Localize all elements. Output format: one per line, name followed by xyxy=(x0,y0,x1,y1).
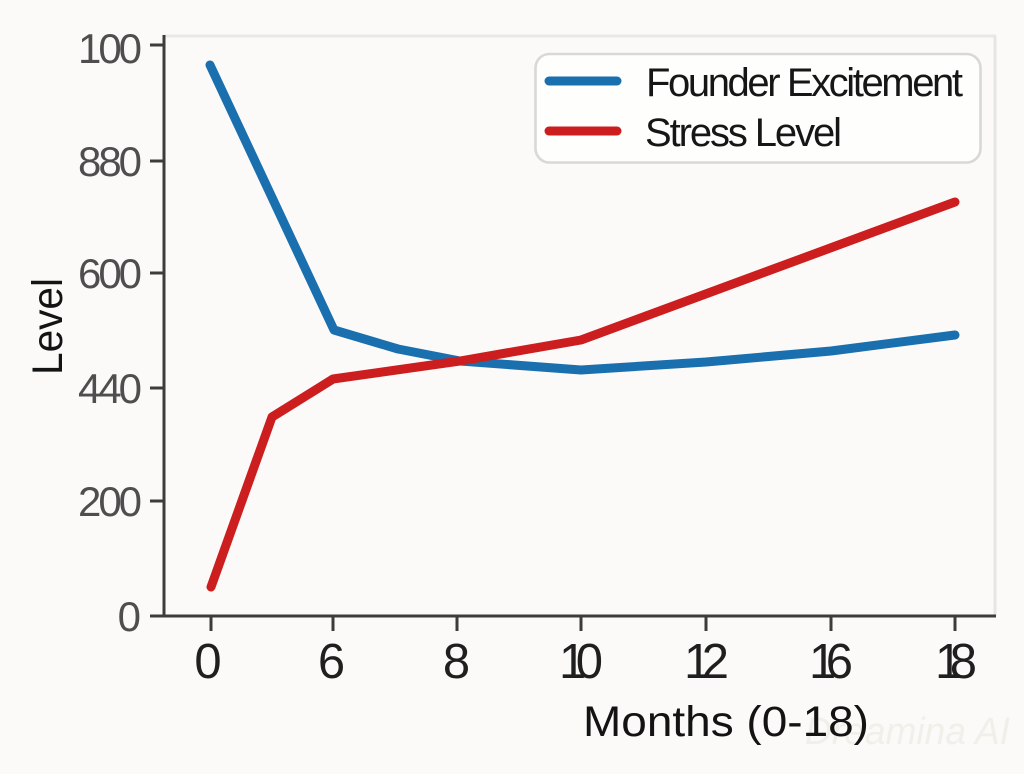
svg-text:880: 880 xyxy=(78,138,142,185)
svg-text:Stress Level: Stress Level xyxy=(645,111,842,155)
svg-text:6: 6 xyxy=(318,635,345,689)
svg-text:18: 18 xyxy=(935,635,977,689)
svg-text:0: 0 xyxy=(194,635,221,689)
svg-text:Founder Excitement: Founder Excitement xyxy=(646,61,963,105)
svg-text:100: 100 xyxy=(78,25,142,72)
svg-text:200: 200 xyxy=(78,478,142,525)
svg-text:Dreamina AI: Dreamina AI xyxy=(805,711,1010,753)
svg-text:Level: Level xyxy=(24,278,72,375)
svg-text:10: 10 xyxy=(559,635,603,689)
svg-text:8: 8 xyxy=(443,635,470,689)
svg-text:12: 12 xyxy=(684,635,729,689)
svg-text:440: 440 xyxy=(78,365,142,412)
svg-text:600: 600 xyxy=(78,250,142,297)
svg-text:0: 0 xyxy=(118,593,141,640)
svg-text:Months (0-18): Months (0-18) xyxy=(583,698,869,746)
svg-text:16: 16 xyxy=(809,635,853,689)
